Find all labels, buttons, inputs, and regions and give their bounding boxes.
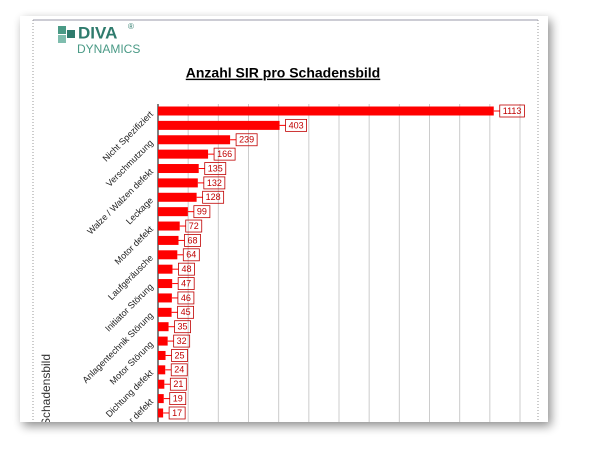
- value-label: 135: [208, 163, 223, 173]
- value-label: 68: [188, 235, 198, 245]
- value-label-box: [168, 406, 186, 420]
- value-label: 24: [174, 365, 184, 375]
- value-label: 25: [175, 350, 185, 360]
- value-label: 72: [189, 221, 199, 231]
- value-label: 403: [289, 120, 304, 130]
- logo-sub: DYNAMICS: [77, 42, 140, 56]
- bar: [158, 350, 166, 360]
- y-axis-label: Schadensbild: [39, 354, 53, 426]
- value-label: 48: [181, 264, 191, 274]
- value-label: 132: [207, 178, 222, 188]
- bar: [158, 207, 188, 217]
- value-label-box: [177, 277, 195, 290]
- bar: [158, 379, 165, 389]
- value-label: 64: [186, 250, 196, 260]
- value-label-box: [173, 334, 191, 348]
- value-label-box: [193, 205, 211, 219]
- value-label-box: [177, 291, 195, 305]
- bar: [158, 394, 164, 404]
- value-label-box: [170, 363, 188, 377]
- bar: [158, 221, 180, 231]
- value-label-box: [184, 234, 201, 247]
- bar: [158, 322, 169, 332]
- bar: [158, 250, 178, 260]
- value-label-box: [182, 248, 200, 262]
- value-label: 99: [197, 207, 207, 217]
- bar: [158, 365, 166, 375]
- value-label: 166: [217, 149, 232, 159]
- value-label-box: [171, 349, 188, 362]
- logo-name: DIVA: [78, 23, 117, 42]
- value-label-box: [177, 305, 194, 319]
- value-label-box: [202, 190, 225, 204]
- value-label-box: [174, 320, 191, 334]
- value-label: 47: [181, 278, 191, 288]
- bar: [158, 279, 173, 289]
- value-label: 128: [206, 192, 221, 202]
- chart-title: Anzahl SIR pro Schadensbild: [186, 65, 380, 81]
- value-label: 46: [181, 293, 191, 303]
- bar: [158, 235, 179, 245]
- bar: [158, 106, 494, 116]
- bar: [158, 307, 172, 317]
- logo-icon: [67, 30, 75, 38]
- value-label-box: [235, 133, 258, 147]
- value-label-box: [185, 219, 203, 233]
- logo-icon: [58, 35, 66, 43]
- value-label: 21: [173, 379, 183, 389]
- value-label: 239: [239, 135, 254, 145]
- value-label-box: [169, 377, 187, 391]
- value-label: 35: [178, 322, 188, 332]
- value-label: 1113: [503, 106, 522, 116]
- value-label: 19: [173, 393, 183, 403]
- bar: [158, 293, 172, 303]
- value-label-box: [203, 176, 226, 190]
- bar: [158, 149, 209, 159]
- bar: [158, 336, 168, 346]
- value-label-box: [204, 162, 227, 175]
- value-label: 32: [177, 336, 187, 346]
- bar: [158, 120, 280, 130]
- value-label-box: [285, 118, 308, 132]
- value-label-box: [499, 104, 525, 118]
- bar: [158, 164, 199, 174]
- value-label-box: [213, 147, 236, 161]
- value-label: 17: [172, 408, 182, 418]
- logo-icon: [58, 26, 66, 34]
- bar: [158, 408, 164, 418]
- bar: [158, 178, 198, 188]
- logo-mark: ®: [128, 22, 134, 31]
- bar: [158, 135, 231, 145]
- bar: [158, 264, 173, 274]
- value-label-box: [178, 262, 195, 276]
- value-label-box: [169, 392, 187, 406]
- bar: [158, 192, 197, 202]
- value-label: 45: [181, 307, 191, 317]
